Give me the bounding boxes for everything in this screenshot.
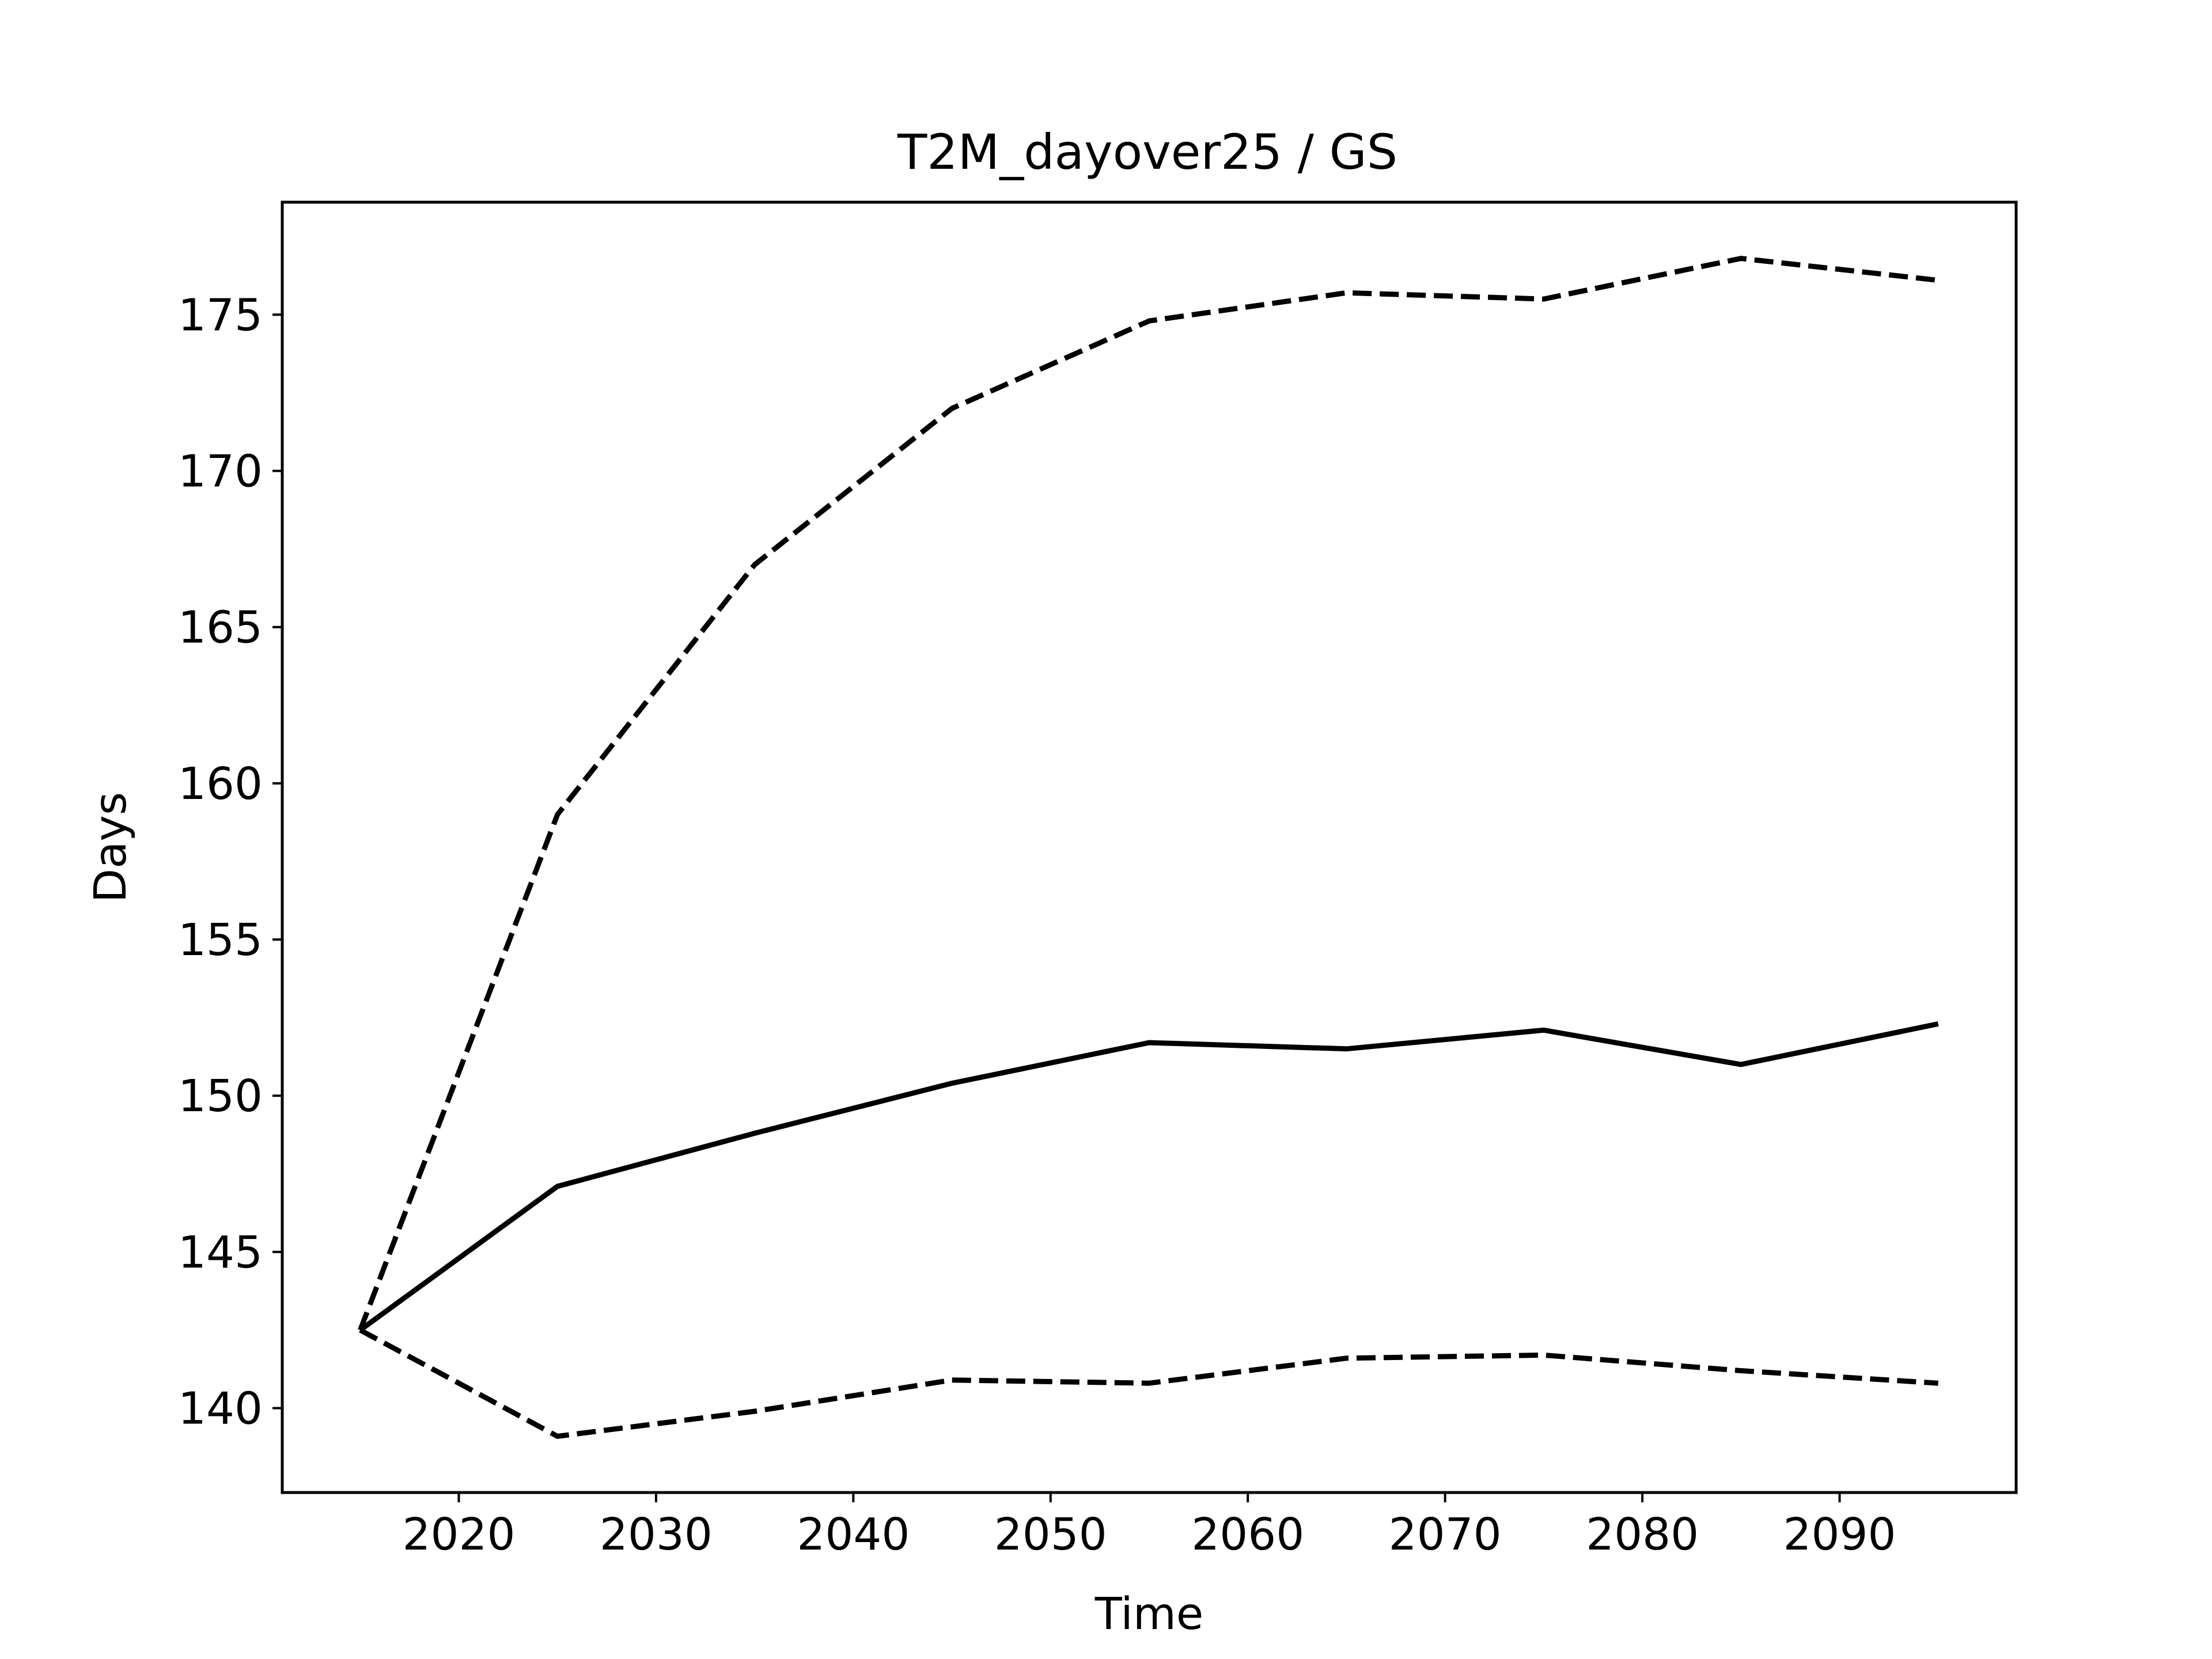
y-axis: 140 145 150 155 160 165 170 175	[178, 290, 282, 1435]
y-tick-label: 170	[178, 446, 263, 497]
y-tick-label: 150	[178, 1071, 263, 1122]
x-tick-label: 2040	[797, 1509, 910, 1560]
y-tick-label: 145	[178, 1227, 263, 1278]
x-tick-label: 2070	[1389, 1509, 1502, 1560]
x-tick-label: 2020	[402, 1509, 515, 1560]
y-tick-label: 175	[178, 290, 263, 341]
series-line-2-solid	[358, 1021, 1939, 1332]
x-axis: 2020 2030 2040 2050 2060 2070 2080 2090	[402, 1493, 1896, 1560]
plot-frame	[281, 200, 2018, 1494]
y-tick-label: 165	[178, 603, 263, 654]
y-tick-label: 140	[178, 1384, 263, 1435]
x-tick-label: 2080	[1586, 1509, 1699, 1560]
x-tick-label: 2030	[600, 1509, 713, 1560]
x-tick-label: 2090	[1783, 1509, 1896, 1560]
x-axis-label: Time	[1094, 1589, 1203, 1640]
x-tick-label: 2060	[1191, 1509, 1304, 1560]
series-line-1-dashed	[358, 256, 1939, 1331]
y-tick-label: 155	[178, 915, 263, 966]
chart-title: T2M_dayover25 / GS	[897, 124, 1397, 180]
series-line-3-dashed	[359, 1328, 1938, 1439]
x-tick-label: 2050	[994, 1509, 1107, 1560]
series-layer	[358, 256, 1939, 1439]
y-axis-label: Days	[85, 792, 137, 903]
y-tick-label: 160	[178, 759, 263, 810]
